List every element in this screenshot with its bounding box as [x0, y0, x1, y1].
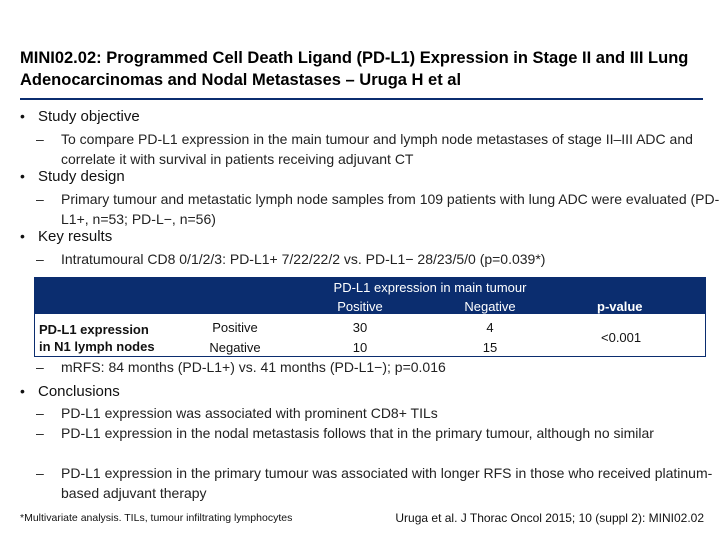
bullet-study-design: • Study design	[20, 168, 125, 185]
title-divider	[20, 98, 703, 100]
conclusion-text-1: PD-L1 expression was associated with pro…	[61, 405, 438, 421]
study-design-heading: Study design	[38, 168, 125, 185]
conclusion-item-2: – PD-L1 expression in the nodal metastasi…	[36, 423, 720, 443]
cell-neg-pos: 10	[352, 340, 368, 355]
conclusion-text-3: PD-L1 expression in the primary tumour w…	[61, 465, 713, 501]
row-label-negative: Negative	[209, 340, 261, 355]
dash-icon: –	[36, 131, 44, 147]
results-table: PD-L1 expression in main tumour Positive…	[34, 277, 706, 357]
col-header-negative: Negative	[464, 299, 516, 314]
cell-neg-neg: 15	[482, 340, 498, 355]
col-header-positive: Positive	[337, 299, 383, 314]
results-cd8-text: Intratumoural CD8 0/1/2/3: PD-L1+ 7/22/2…	[61, 251, 546, 267]
bullet-icon: •	[20, 108, 25, 124]
conclusions-heading: Conclusions	[38, 383, 120, 400]
bullet-study-objective: • Study objective	[20, 108, 140, 125]
conclusion-item-1: – PD-L1 expression was associated with pr…	[36, 403, 720, 423]
study-objective-heading: Study objective	[38, 108, 140, 125]
dash-icon: –	[36, 359, 44, 375]
row-group-label-line1: PD-L1 expression	[39, 322, 149, 337]
citation: Uruga et al. J Thorac Oncol 2015; 10 (su…	[395, 511, 704, 525]
cell-pos-pos: 30	[352, 320, 368, 335]
results-item-cd8: – Intratumoural CD8 0/1/2/3: PD-L1+ 7/22/…	[36, 249, 720, 269]
dash-icon: –	[36, 425, 44, 441]
bullet-conclusions: • Conclusions	[20, 383, 120, 400]
pvalue-cell: <0.001	[601, 330, 642, 345]
footnote: *Multivariate analysis. TILs, tumour inf…	[20, 512, 293, 524]
key-results-heading: Key results	[38, 228, 113, 245]
results-mrfs-text: mRFS: 84 months (PD-L1+) vs. 41 months (…	[61, 359, 446, 375]
col-header-pvalue: p-value	[597, 299, 643, 314]
bullet-key-results: • Key results	[20, 228, 112, 245]
conclusion-text-2: PD-L1 expression in the nodal metastasis…	[61, 425, 654, 441]
objective-text: To compare PD-L1 expression in the main …	[61, 131, 693, 167]
objective-item: – To compare PD-L1 expression in the main…	[36, 129, 720, 169]
bullet-icon: •	[20, 228, 25, 244]
dash-icon: –	[36, 465, 44, 481]
dash-icon: –	[36, 405, 44, 421]
table-header-main: PD-L1 expression in main tumour	[333, 280, 527, 295]
slide-title: MINI02.02: Programmed Cell Death Ligand …	[20, 49, 689, 89]
bullet-icon: •	[20, 168, 25, 184]
table-header-band	[35, 278, 705, 314]
dash-icon: –	[36, 191, 44, 207]
dash-icon: –	[36, 251, 44, 267]
design-item: – Primary tumour and metastatic lymph nod…	[36, 189, 720, 229]
design-text: Primary tumour and metastatic lymph node…	[61, 191, 720, 227]
conclusion-item-3: – PD-L1 expression in the primary tumour …	[36, 463, 720, 503]
row-group-label-line2: in N1 lymph nodes	[39, 339, 155, 354]
bullet-icon: •	[20, 383, 25, 399]
cell-pos-neg: 4	[486, 320, 494, 335]
row-label-positive: Positive	[212, 320, 258, 335]
results-item-mrfs: – mRFS: 84 months (PD-L1+) vs. 41 months …	[36, 357, 720, 377]
